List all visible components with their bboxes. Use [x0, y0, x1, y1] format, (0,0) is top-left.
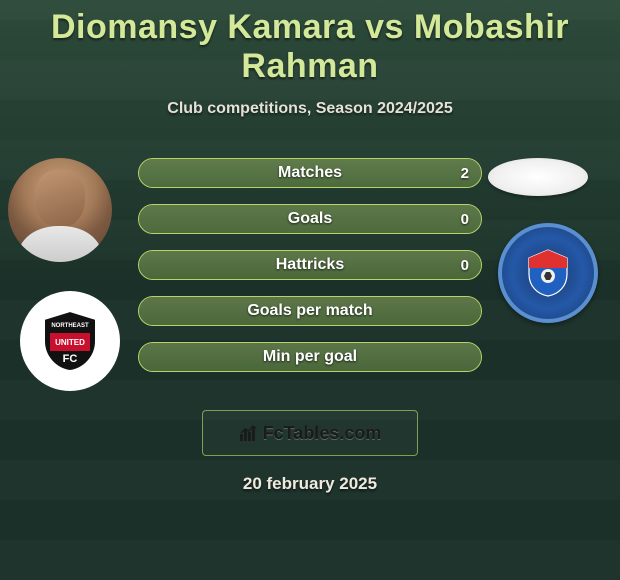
stat-value-right: 0	[461, 257, 469, 274]
stat-row: Matches 2	[138, 158, 482, 188]
stat-label: Goals	[288, 210, 332, 228]
stat-label: Min per goal	[263, 348, 357, 366]
stat-label: Goals per match	[247, 302, 372, 320]
stat-row: Goals per match	[138, 296, 482, 326]
club-right-badge	[498, 223, 598, 323]
stat-row: Goals 0	[138, 204, 482, 234]
stat-row: Hattricks 0	[138, 250, 482, 280]
bar-chart-icon	[239, 424, 259, 442]
stat-value-right: 0	[461, 211, 469, 228]
brand-box: FcTables.com	[202, 410, 418, 456]
date-text: 20 february 2025	[0, 474, 620, 494]
club-left-badge: NORTHEAST UNITED FC	[20, 291, 120, 391]
shield-icon: NORTHEAST UNITED FC	[36, 307, 104, 375]
page-subtitle: Club competitions, Season 2024/2025	[0, 100, 620, 118]
stat-bars: Matches 2 Goals 0 Hattricks 0 Goals per match M…	[138, 158, 482, 388]
brand-text: FcTables.com	[263, 423, 382, 444]
stat-label: Hattricks	[276, 256, 344, 274]
player-right-avatar	[488, 158, 588, 196]
svg-text:FC: FC	[63, 353, 78, 365]
page-title: Diomansy Kamara vs Mobashir Rahman	[0, 0, 620, 86]
stat-row: Min per goal	[138, 342, 482, 372]
comparison-area: NORTHEAST UNITED FC Matches2Goals0Hattri…	[0, 148, 620, 398]
svg-text:UNITED: UNITED	[55, 338, 85, 347]
stat-value-right: 2	[461, 165, 469, 182]
club-crest-icon	[523, 248, 573, 298]
player-left-avatar	[8, 158, 112, 262]
stat-label: Matches	[278, 164, 342, 182]
svg-text:NORTHEAST: NORTHEAST	[51, 323, 89, 329]
